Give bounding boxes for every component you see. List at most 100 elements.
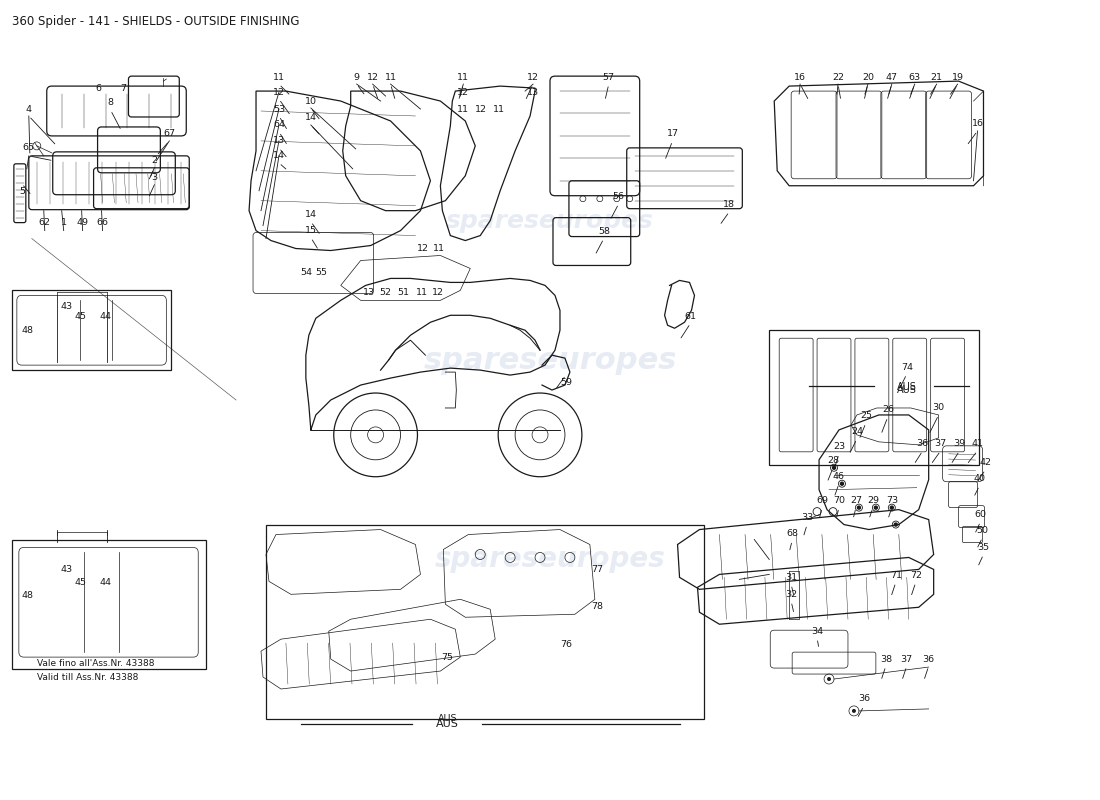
Text: 23: 23	[833, 442, 845, 451]
Text: 14: 14	[273, 151, 285, 160]
Text: Valid till Ass.Nr. 43388: Valid till Ass.Nr. 43388	[36, 673, 139, 682]
Text: 69: 69	[816, 496, 828, 505]
Text: 31: 31	[785, 573, 798, 582]
Text: 11: 11	[458, 73, 470, 82]
Text: 13: 13	[273, 137, 285, 146]
Text: 45: 45	[75, 312, 87, 321]
Text: 26: 26	[882, 406, 894, 414]
Text: 37: 37	[901, 654, 913, 663]
Text: 66: 66	[97, 218, 109, 227]
Text: 30: 30	[933, 403, 945, 413]
Text: 58: 58	[597, 227, 609, 236]
Text: AUS: AUS	[896, 385, 916, 395]
Text: 14: 14	[305, 114, 317, 122]
Circle shape	[857, 506, 860, 509]
Text: 67: 67	[163, 130, 175, 138]
Text: 39: 39	[954, 439, 966, 448]
Text: 75: 75	[441, 653, 453, 662]
Text: 44: 44	[99, 578, 111, 587]
Text: AUS: AUS	[896, 382, 916, 392]
Text: 11: 11	[433, 244, 446, 253]
Text: 9: 9	[354, 73, 360, 82]
Text: 13: 13	[527, 87, 539, 97]
Text: 43: 43	[60, 565, 73, 574]
Text: 63: 63	[909, 73, 921, 82]
Text: 4: 4	[25, 105, 32, 114]
Bar	[12, 539, 206, 669]
Text: 19: 19	[952, 73, 964, 82]
Text: 65: 65	[23, 143, 35, 152]
Text: 62: 62	[39, 218, 51, 227]
Text: 55: 55	[316, 268, 328, 277]
Text: 46: 46	[833, 472, 845, 482]
Text: 51: 51	[397, 288, 409, 297]
Text: 3: 3	[152, 174, 157, 182]
Text: AUS: AUS	[436, 719, 459, 729]
Text: 48: 48	[22, 591, 34, 600]
Text: 61: 61	[684, 312, 696, 321]
Text: 47: 47	[886, 73, 898, 82]
Text: 56: 56	[613, 192, 625, 202]
Text: 57: 57	[603, 73, 615, 82]
Circle shape	[894, 523, 898, 526]
Text: 12: 12	[417, 244, 428, 253]
Text: 29: 29	[867, 496, 879, 505]
Bar	[12, 290, 172, 370]
Text: 64: 64	[273, 121, 285, 130]
Text: 45: 45	[75, 578, 87, 587]
Text: 16: 16	[971, 119, 983, 129]
Text: 54: 54	[300, 268, 312, 277]
Text: 71: 71	[890, 571, 902, 580]
Text: 6: 6	[96, 83, 101, 93]
Text: 7: 7	[121, 83, 126, 93]
Text: 44: 44	[99, 312, 111, 321]
Text: 60: 60	[975, 510, 987, 519]
Text: 53: 53	[273, 105, 285, 114]
Text: 360 Spider - 141 - SHIELDS - OUTSIDE FINISHING: 360 Spider - 141 - SHIELDS - OUTSIDE FIN…	[12, 15, 299, 28]
Text: 36: 36	[858, 694, 870, 703]
Text: spareseuropes: spareseuropes	[434, 546, 666, 574]
Text: 52: 52	[379, 288, 392, 297]
Text: 73: 73	[886, 496, 898, 505]
Text: 20: 20	[862, 73, 873, 82]
Text: 68: 68	[786, 529, 799, 538]
Text: 74: 74	[901, 362, 913, 372]
Text: 1: 1	[60, 218, 67, 227]
Text: 14: 14	[305, 210, 317, 219]
Text: 12: 12	[432, 288, 444, 297]
Text: 13: 13	[363, 288, 375, 297]
Text: 11: 11	[273, 73, 285, 82]
Circle shape	[827, 677, 830, 681]
Circle shape	[851, 709, 856, 713]
Text: 16: 16	[794, 73, 806, 82]
Text: 12: 12	[527, 73, 539, 82]
Text: 76: 76	[560, 640, 572, 649]
Text: 77: 77	[591, 565, 603, 574]
Text: 37: 37	[935, 439, 947, 448]
Text: 11: 11	[416, 288, 428, 297]
Text: 12: 12	[458, 87, 470, 97]
Text: 15: 15	[305, 226, 317, 235]
Text: 43: 43	[60, 302, 73, 311]
Text: AUS: AUS	[438, 714, 458, 723]
Text: 18: 18	[724, 200, 736, 209]
Text: 40: 40	[974, 474, 986, 483]
Text: 10: 10	[305, 97, 317, 106]
Text: 35: 35	[978, 543, 990, 552]
Text: 24: 24	[851, 427, 862, 436]
Text: 49: 49	[77, 218, 89, 227]
Text: 11: 11	[385, 73, 397, 82]
Text: 12: 12	[366, 73, 378, 82]
Text: 36: 36	[923, 654, 935, 663]
Text: 8: 8	[108, 98, 113, 106]
Text: 50: 50	[977, 526, 989, 535]
Bar	[769, 330, 979, 465]
Text: 33: 33	[801, 513, 813, 522]
Text: 21: 21	[931, 73, 943, 82]
Text: spareseuropes: spareseuropes	[447, 209, 653, 233]
Text: 17: 17	[667, 130, 679, 138]
Bar	[266, 525, 704, 719]
Text: 48: 48	[22, 326, 34, 334]
Circle shape	[840, 482, 844, 486]
Circle shape	[874, 506, 878, 509]
